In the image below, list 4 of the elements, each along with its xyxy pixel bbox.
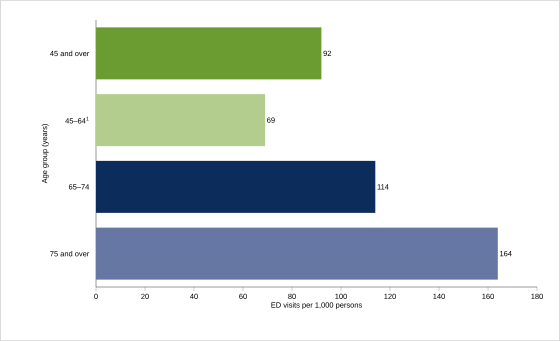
bar	[96, 160, 376, 213]
bar	[96, 94, 266, 146]
bar	[96, 228, 498, 280]
bar	[96, 27, 322, 80]
